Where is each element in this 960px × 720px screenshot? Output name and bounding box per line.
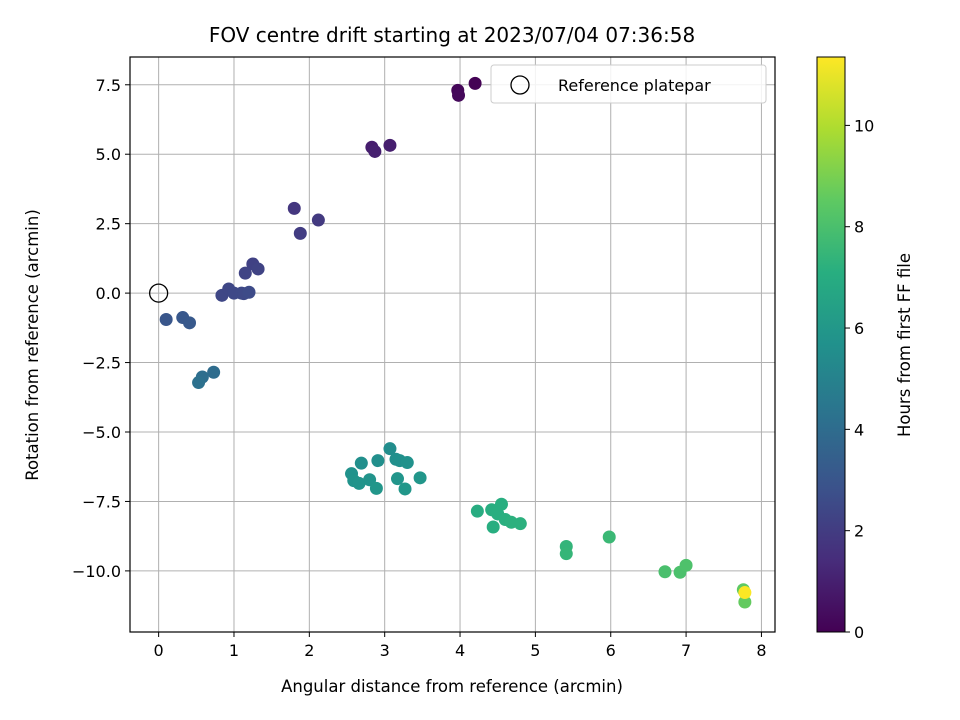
y-tick-label: 2.5	[96, 215, 121, 234]
data-point	[287, 201, 301, 215]
data-point	[486, 520, 500, 534]
x-axis-ticks: 0 1 2 3 4 5 6 7 8	[154, 632, 767, 660]
y-tick-label: 0.0	[96, 284, 121, 303]
data-point	[468, 76, 482, 90]
data-point	[602, 530, 616, 544]
data-points	[159, 76, 752, 609]
reference-platepar-marker	[148, 283, 169, 303]
data-point	[207, 365, 221, 379]
colorbar: 0 2 4 6 8 10 Hours from first FF file	[816, 56, 914, 642]
data-point	[400, 456, 414, 470]
legend-reference-marker	[510, 75, 530, 95]
y-tick-label: −5.0	[82, 423, 121, 442]
legend-entry-reference-platepar: Reference platepar	[558, 76, 711, 95]
data-point	[559, 547, 573, 561]
data-point	[159, 313, 173, 326]
plot-frame	[129, 56, 776, 633]
colorbar-tick-label: 0	[854, 623, 864, 642]
data-point	[470, 504, 484, 518]
data-point	[398, 482, 412, 496]
data-point	[183, 316, 197, 330]
data-point	[238, 266, 252, 280]
data-point	[293, 226, 307, 240]
x-tick-label: 6	[606, 641, 616, 660]
x-tick-label: 0	[154, 641, 164, 660]
data-point	[383, 442, 397, 456]
y-tick-label: −2.5	[82, 354, 121, 373]
colorbar-tick-label: 10	[854, 116, 874, 135]
data-point	[371, 454, 385, 468]
data-point	[390, 472, 404, 486]
data-point	[352, 476, 366, 490]
legend: Reference platepar	[490, 64, 767, 104]
data-point	[738, 595, 752, 609]
y-tick-label: −7.5	[82, 492, 121, 511]
data-point	[354, 456, 368, 470]
x-tick-label: 4	[455, 641, 465, 660]
colorbar-tick-label: 6	[854, 319, 864, 338]
data-point	[452, 88, 466, 102]
data-point	[658, 565, 672, 579]
colorbar-tick-label: 2	[854, 522, 864, 541]
colorbar-ticks: 0 2 4 6 8 10	[845, 116, 874, 642]
x-tick-label: 1	[229, 641, 239, 660]
data-point	[513, 517, 527, 531]
y-axis-ticks: 7.5 5.0 2.5 0.0 −2.5 −5.0 −7.5 −10.0	[72, 76, 130, 581]
legend-box	[490, 64, 767, 104]
colorbar-tick-label: 4	[854, 420, 864, 439]
x-tick-label: 2	[304, 641, 314, 660]
y-tick-label: 7.5	[96, 76, 121, 95]
data-point	[383, 138, 397, 152]
data-point	[251, 262, 265, 276]
x-tick-label: 8	[756, 641, 766, 660]
data-point	[368, 144, 382, 158]
colorbar-gradient	[816, 56, 846, 633]
data-point	[413, 471, 427, 485]
grid-lines	[130, 57, 775, 632]
data-point	[192, 376, 206, 390]
y-tick-label: 5.0	[96, 145, 121, 164]
data-point	[369, 481, 383, 495]
y-axis-label: Rotation from reference (arcmin)	[23, 209, 42, 481]
data-point	[738, 586, 752, 600]
reference-marker-group	[148, 283, 169, 303]
colorbar-label: Hours from first FF file	[895, 253, 914, 437]
data-point	[242, 285, 256, 299]
x-tick-label: 7	[681, 641, 691, 660]
x-tick-label: 3	[380, 641, 390, 660]
x-tick-label: 5	[530, 641, 540, 660]
colorbar-tick-label: 8	[854, 218, 864, 237]
x-axis-label: Angular distance from reference (arcmin)	[281, 677, 623, 696]
y-tick-label: −10.0	[72, 562, 121, 581]
data-point	[679, 558, 693, 572]
chart-title: FOV centre drift starting at 2023/07/04 …	[209, 23, 695, 47]
data-point	[311, 213, 325, 227]
